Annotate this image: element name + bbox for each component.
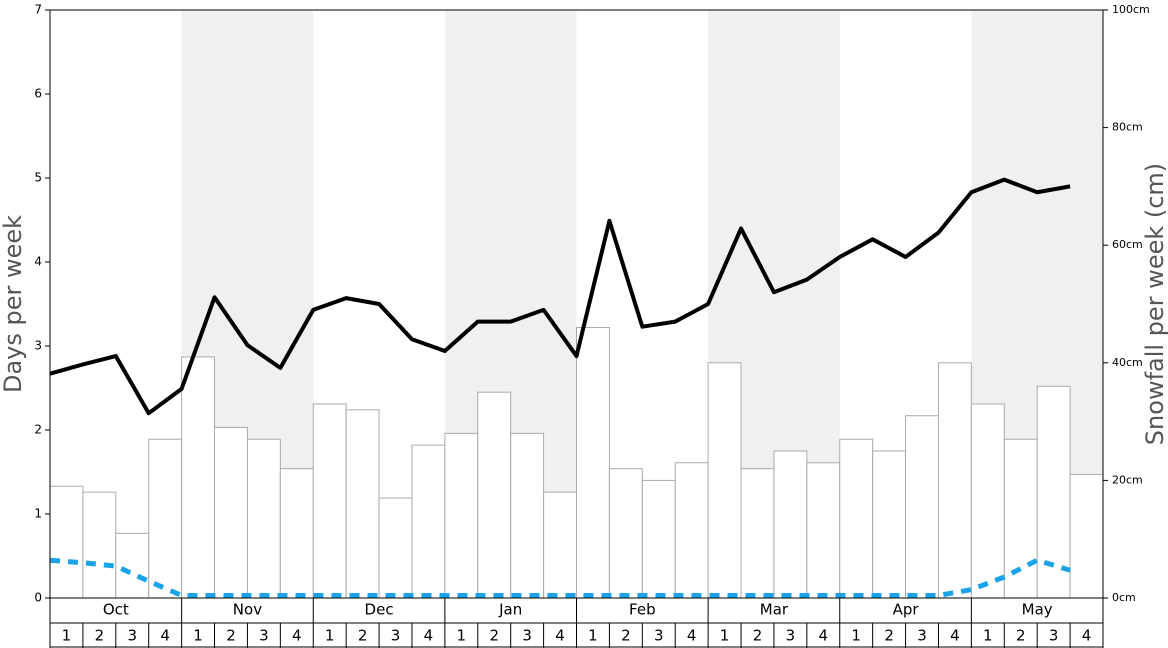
x-tick-label: 1 (588, 627, 598, 645)
bar (312, 403, 347, 599)
bar (510, 432, 545, 599)
y2-tick-label: 20cm (1112, 473, 1143, 486)
bar (839, 438, 874, 599)
month-label: Feb (629, 601, 656, 619)
x-tick-label: 1 (851, 627, 861, 645)
bar (82, 491, 117, 599)
x-tick-label: 3 (654, 627, 664, 645)
x-tick-label: 1 (983, 627, 993, 645)
bar (378, 497, 413, 599)
bar (115, 532, 150, 599)
bar (411, 444, 446, 599)
x-tick-label: 4 (160, 627, 170, 645)
month-label: Dec (365, 601, 394, 619)
y-tick-label: 2 (34, 423, 42, 437)
bar (246, 438, 281, 599)
y-tick-label: 4 (34, 255, 42, 269)
x-tick-label: 4 (424, 627, 434, 645)
month-label: Apr (893, 601, 920, 619)
y-tick-label: 7 (34, 3, 42, 17)
bar (477, 391, 512, 599)
x-tick-label: 2 (95, 627, 105, 645)
bar (937, 362, 972, 599)
bar (608, 468, 643, 599)
bar (740, 468, 775, 599)
bar (674, 462, 709, 599)
bar (872, 450, 907, 599)
bar (806, 462, 841, 599)
x-tick-label: 2 (621, 627, 631, 645)
bar (214, 426, 248, 599)
bar (707, 362, 742, 599)
bar (279, 468, 314, 599)
bar (970, 403, 1005, 599)
x-tick-label: 2 (358, 627, 368, 645)
month-label: Oct (103, 601, 129, 619)
month-label: May (1022, 601, 1053, 619)
x-tick-label: 3 (786, 627, 796, 645)
x-tick-label: 1 (325, 627, 335, 645)
y2-tick-label: 100cm (1112, 3, 1150, 16)
y2-tick-label: 60cm (1112, 238, 1143, 251)
x-tick-label: 4 (555, 627, 565, 645)
bar (576, 327, 610, 599)
x-tick-label: 1 (62, 627, 72, 645)
bar (148, 438, 183, 599)
x-tick-label: 2 (1016, 627, 1026, 645)
x-tick-label: 4 (687, 627, 697, 645)
x-tick-label: 4 (1082, 627, 1092, 645)
y2-tick-label: 0cm (1112, 591, 1136, 604)
x-tick-label: 4 (819, 627, 829, 645)
y-axis-title: Days per week (0, 215, 27, 393)
y-tick-label: 6 (34, 87, 42, 101)
x-tick-label: 1 (457, 627, 467, 645)
x-tick-label: 1 (193, 627, 203, 645)
bar (444, 432, 479, 599)
bar (49, 485, 84, 599)
month-label: Jan (498, 601, 522, 619)
y-tick-label: 0 (34, 591, 42, 605)
line (49, 177, 1071, 416)
x-tick-label: 2 (489, 627, 499, 645)
bar (641, 479, 676, 599)
x-tick-label: 4 (292, 627, 302, 645)
y-tick-label: 5 (34, 171, 42, 185)
x-tick-label: 2 (884, 627, 894, 645)
x-tick-label: 4 (950, 627, 960, 645)
y2-tick-label: 80cm (1112, 121, 1143, 134)
bar (773, 450, 808, 599)
x-tick-label: 3 (259, 627, 269, 645)
x-tick-label: 2 (753, 627, 763, 645)
x-tick-label: 2 (226, 627, 236, 645)
month-label: Nov (233, 601, 262, 619)
y-tick-label: 1 (34, 507, 42, 521)
bar (181, 356, 216, 599)
x-tick-label: 3 (522, 627, 532, 645)
x-tick-label: 3 (1049, 627, 1059, 645)
bar (1003, 438, 1038, 599)
y2-axis-title: Snowfall per week (cm) (1141, 163, 1168, 445)
y-tick-label: 3 (34, 339, 42, 353)
x-tick-label: 1 (720, 627, 730, 645)
bar (345, 409, 380, 599)
bar (905, 415, 939, 599)
x-tick-label: 3 (127, 627, 137, 645)
bar (543, 491, 577, 599)
x-tick-label: 3 (917, 627, 927, 645)
x-tick-label: 3 (391, 627, 401, 645)
bar (1069, 474, 1104, 599)
y2-tick-label: 40cm (1112, 356, 1143, 369)
month-label: Mar (760, 601, 789, 619)
